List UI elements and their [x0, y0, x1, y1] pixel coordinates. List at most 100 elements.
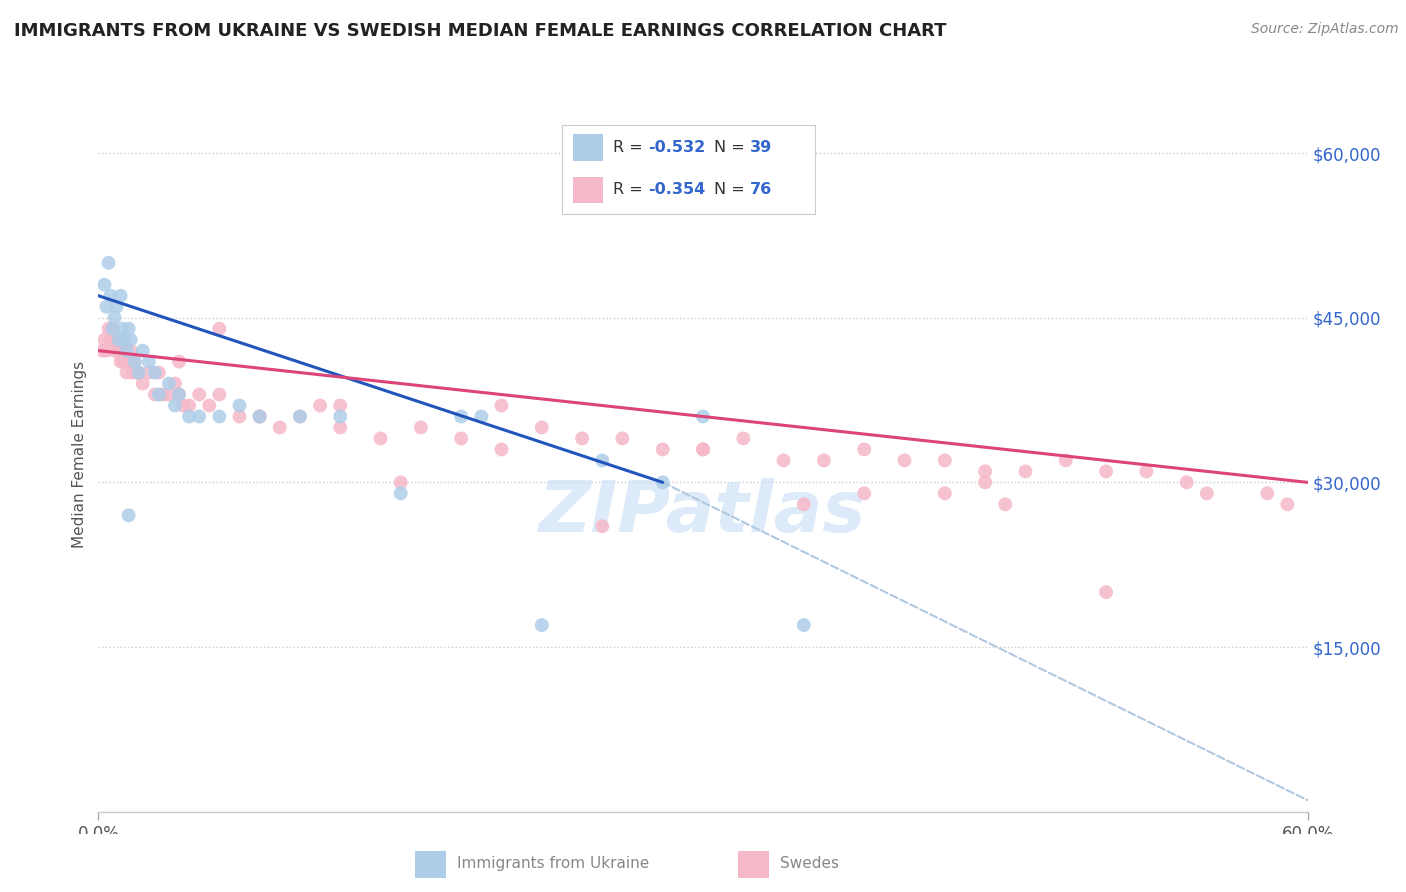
Point — [128, 366, 150, 380]
Point — [228, 399, 250, 413]
Point — [249, 409, 271, 424]
Point — [1054, 453, 1077, 467]
Point — [118, 321, 141, 335]
Point — [288, 409, 311, 424]
Point — [157, 387, 180, 401]
Point — [288, 409, 311, 424]
Point — [143, 387, 166, 401]
Point — [1014, 464, 1036, 478]
Point — [143, 366, 166, 380]
Point — [853, 486, 876, 500]
Point — [389, 486, 412, 500]
Point — [100, 289, 122, 303]
Point — [309, 399, 332, 413]
Point — [120, 333, 142, 347]
Point — [269, 420, 291, 434]
Point — [692, 442, 714, 457]
Point — [450, 409, 472, 424]
Point — [249, 409, 271, 424]
Y-axis label: Median Female Earnings: Median Female Earnings — [72, 361, 87, 549]
Point — [188, 387, 211, 401]
Point — [111, 354, 134, 368]
Point — [110, 289, 132, 303]
Point — [893, 453, 915, 467]
Point — [177, 409, 201, 424]
Point — [96, 300, 118, 314]
Point — [188, 409, 211, 424]
Text: ZIPatlas: ZIPatlas — [540, 477, 866, 547]
Point — [114, 333, 136, 347]
Point — [132, 343, 155, 358]
Point — [110, 354, 132, 368]
Point — [1095, 585, 1118, 599]
Text: Source: ZipAtlas.com: Source: ZipAtlas.com — [1251, 22, 1399, 37]
Text: -0.354: -0.354 — [648, 183, 706, 197]
Text: N =: N = — [714, 140, 751, 154]
Point — [491, 442, 513, 457]
Point — [157, 376, 180, 391]
Point — [132, 376, 155, 391]
Point — [228, 409, 250, 424]
Point — [124, 354, 146, 368]
Point — [651, 475, 673, 490]
Point — [93, 333, 115, 347]
Point — [105, 333, 128, 347]
Text: -0.532: -0.532 — [648, 140, 706, 154]
Point — [530, 420, 553, 434]
Point — [128, 366, 150, 380]
Point — [125, 366, 148, 380]
Point — [612, 432, 634, 446]
Point — [103, 343, 125, 358]
Point — [167, 354, 190, 368]
Point — [249, 409, 271, 424]
Text: 39: 39 — [749, 140, 772, 154]
Point — [148, 366, 170, 380]
Point — [114, 343, 136, 358]
Point — [148, 387, 170, 401]
Text: R =: R = — [613, 183, 648, 197]
Point — [107, 333, 129, 347]
Point — [591, 519, 613, 533]
Point — [651, 442, 673, 457]
Point — [107, 343, 129, 358]
Point — [329, 399, 352, 413]
Point — [124, 354, 146, 368]
Text: N =: N = — [714, 183, 751, 197]
Point — [118, 508, 141, 523]
Point — [208, 387, 231, 401]
Point — [571, 432, 593, 446]
Point — [97, 321, 120, 335]
Point — [118, 354, 141, 368]
Point — [692, 442, 714, 457]
Point — [329, 420, 352, 434]
Point — [167, 387, 190, 401]
Point — [530, 618, 553, 632]
Point — [1135, 464, 1157, 478]
Point — [208, 321, 231, 335]
Point — [491, 399, 513, 413]
Point — [793, 497, 815, 511]
Point — [772, 453, 794, 467]
Point — [93, 277, 115, 292]
FancyBboxPatch shape — [738, 851, 769, 878]
FancyBboxPatch shape — [572, 177, 603, 203]
Point — [733, 432, 755, 446]
Point — [167, 387, 190, 401]
Point — [198, 399, 221, 413]
Point — [101, 321, 124, 335]
Point — [105, 300, 128, 314]
Point — [370, 432, 392, 446]
Point — [793, 618, 815, 632]
Point — [1256, 486, 1278, 500]
Point — [450, 432, 472, 446]
Point — [121, 366, 143, 380]
Point — [974, 464, 997, 478]
Text: IMMIGRANTS FROM UKRAINE VS SWEDISH MEDIAN FEMALE EARNINGS CORRELATION CHART: IMMIGRANTS FROM UKRAINE VS SWEDISH MEDIA… — [14, 22, 946, 40]
Point — [115, 343, 138, 358]
Point — [974, 475, 997, 490]
Point — [994, 497, 1017, 511]
Point — [120, 343, 142, 358]
Point — [138, 366, 160, 380]
Point — [329, 409, 352, 424]
Point — [163, 399, 186, 413]
